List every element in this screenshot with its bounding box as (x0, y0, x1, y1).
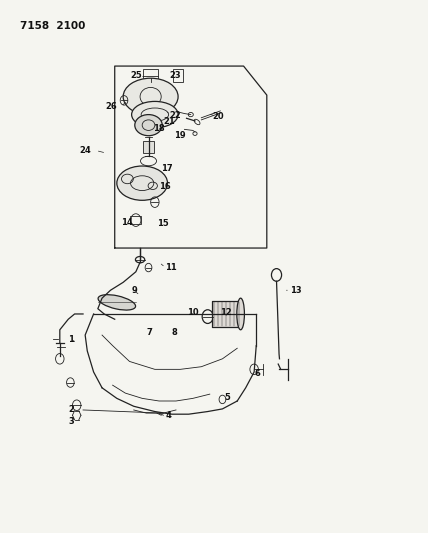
Bar (173, 69, 183, 82)
Text: 11: 11 (165, 263, 177, 272)
Ellipse shape (117, 166, 167, 200)
Ellipse shape (237, 298, 244, 330)
Text: 17: 17 (161, 164, 173, 173)
Text: 4: 4 (165, 411, 171, 420)
Text: 7: 7 (146, 328, 152, 337)
Bar (212, 301, 241, 327)
Bar (131, 216, 141, 224)
Text: 13: 13 (290, 286, 302, 295)
Text: 6: 6 (255, 368, 261, 377)
Text: 15: 15 (157, 219, 169, 228)
Text: 5: 5 (225, 393, 230, 402)
Text: 23: 23 (169, 71, 181, 80)
Ellipse shape (135, 115, 162, 136)
Text: 24: 24 (80, 146, 92, 155)
Bar (143, 141, 154, 153)
Text: 1: 1 (68, 335, 74, 344)
Text: 8: 8 (172, 328, 178, 337)
Text: 3: 3 (68, 417, 74, 425)
Text: 9: 9 (132, 286, 137, 295)
Text: 14: 14 (121, 218, 133, 227)
Ellipse shape (132, 101, 178, 128)
Text: 7158  2100: 7158 2100 (20, 21, 85, 31)
Text: 18: 18 (153, 124, 164, 133)
Ellipse shape (123, 78, 178, 115)
Text: 10: 10 (187, 309, 198, 318)
Text: 12: 12 (220, 309, 232, 318)
Bar (143, 69, 158, 82)
Text: 21: 21 (163, 117, 175, 126)
Text: 19: 19 (174, 131, 185, 140)
Text: 20: 20 (212, 112, 223, 120)
Text: 16: 16 (159, 182, 171, 191)
Text: 26: 26 (105, 102, 117, 111)
Text: 2: 2 (68, 406, 74, 415)
Text: 22: 22 (169, 111, 181, 119)
Text: 25: 25 (130, 71, 142, 80)
Ellipse shape (98, 295, 136, 310)
